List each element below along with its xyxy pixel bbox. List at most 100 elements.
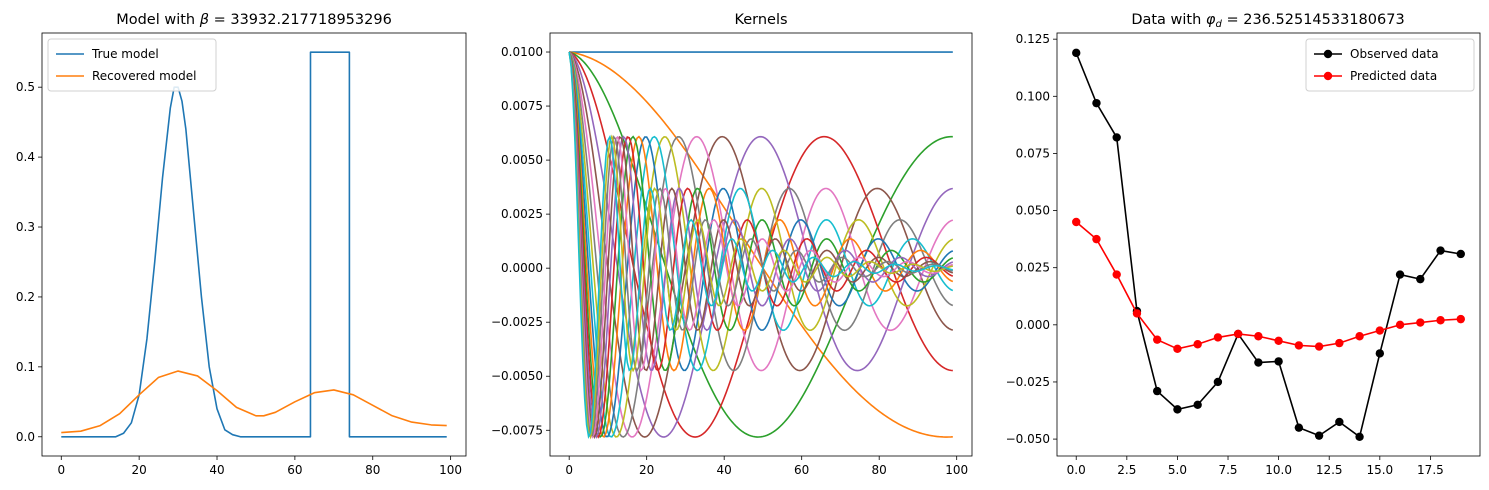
x-tick-label: 2.5: [1117, 463, 1136, 477]
x-tick-label: 0: [565, 463, 573, 477]
x-tick-label: 5.0: [1168, 463, 1187, 477]
observed-data-point: [1456, 249, 1465, 259]
data-panel-title: Data with φd = 236.52514533180673: [1131, 12, 1404, 30]
predicted-data-point: [1456, 314, 1465, 324]
observed-data-point: [1355, 432, 1364, 442]
x-tick-label: 40: [717, 463, 732, 477]
kernel-line: [568, 51, 954, 439]
x-tick-label: 40: [209, 463, 224, 477]
data-legend: Observed data Predicted data: [1305, 38, 1475, 92]
y-tick-label: 0.4: [16, 150, 35, 164]
model-legend: True model Recovered model: [47, 38, 217, 92]
legend-label: True model: [91, 47, 159, 61]
kernels-panel: Kernels 0 20 40 60 80 100 −0.0075 −0.0050 −0.002…: [491, 12, 973, 477]
predicted-data-point: [1233, 329, 1243, 339]
y-tick-label: 0.000: [1016, 318, 1050, 332]
predicted-data-point: [1092, 234, 1101, 244]
y-tick-label: 0.3: [16, 220, 35, 234]
kernel-line: [568, 51, 954, 438]
predicted-data-point: [1213, 333, 1223, 342]
x-tick-label: 80: [365, 463, 380, 477]
y-tick-label: 0.100: [1016, 89, 1050, 103]
model-panel: Model with β = 33932.217718953296 0 20 40 6…: [16, 12, 467, 477]
y-tick-label: 0.0075: [501, 99, 543, 113]
predicted-data-point: [1254, 332, 1263, 341]
y-tick-label: 0.0: [16, 430, 35, 444]
predicted-data-point: [1112, 270, 1121, 279]
y-tick-label: 0.075: [1016, 146, 1050, 160]
kernel-line: [569, 51, 953, 438]
kernel-line: [568, 51, 953, 438]
observed-data-point: [1092, 98, 1101, 108]
predicted-data-point: [1132, 309, 1142, 318]
kernels-panel-frame: [549, 32, 973, 457]
observed-data-point: [1213, 377, 1223, 387]
kernels-panel-series: [568, 51, 954, 440]
y-tick-label: 0.1: [16, 360, 35, 374]
predicted-data-point: [1335, 338, 1344, 348]
legend-label: Observed data: [1350, 47, 1439, 61]
data-panel: Data with φd = 236.52514533180673 0.0 2.5…: [1006, 12, 1481, 477]
observed-data-point: [1274, 357, 1283, 366]
observed-data-point: [1375, 349, 1385, 358]
y-tick-label: −0.0075: [491, 423, 543, 437]
y-tick-label: 0.050: [1016, 204, 1050, 218]
data-panel-series: [1072, 48, 1465, 442]
observed-data-point: [1395, 270, 1405, 279]
x-tick-label: 10.0: [1265, 463, 1292, 477]
y-tick-label: 0.0050: [501, 153, 543, 167]
y-tick-label: 0.025: [1016, 261, 1050, 275]
x-tick-label: 60: [287, 463, 302, 477]
model-panel-frame: [41, 32, 467, 457]
observed-data-point: [1072, 48, 1081, 58]
predicted-data-point: [1274, 336, 1283, 346]
observed-data-point: [1152, 386, 1162, 396]
predicted-data-point: [1416, 318, 1425, 327]
predicted-data-point: [1193, 340, 1202, 349]
y-tick-label: 0.125: [1016, 32, 1050, 46]
kernel-line: [568, 51, 954, 439]
observed-data-point: [1173, 405, 1182, 414]
x-tick-label: 7.5: [1218, 463, 1237, 477]
x-tick-label: 20: [639, 463, 654, 477]
data-panel-frame: [1056, 32, 1481, 457]
predicted-data-point: [1152, 335, 1162, 344]
observed-data-line: [1075, 52, 1461, 439]
predicted-data-point: [1173, 344, 1182, 354]
x-tick-label: 100: [945, 463, 968, 477]
legend-marker: [1323, 71, 1333, 81]
model-panel-title: Model with β = 33932.217718953296: [116, 12, 392, 28]
observed-data-point: [1416, 274, 1425, 284]
x-tick-label: 12.5: [1316, 463, 1343, 477]
legend-marker: [1323, 49, 1333, 59]
observed-data-point: [1436, 246, 1445, 255]
kernels-panel-title: Kernels: [734, 12, 787, 28]
legend-box: [1305, 38, 1475, 92]
y-tick-label: 0.0000: [501, 261, 543, 275]
legend-label: Recovered model: [92, 69, 196, 83]
predicted-data-point: [1355, 332, 1364, 341]
x-tick-label: 17.5: [1417, 463, 1444, 477]
x-tick-label: 100: [439, 463, 462, 477]
observed-data-point: [1254, 358, 1263, 367]
predicted-data-point: [1314, 342, 1324, 351]
legend-label: Predicted data: [1350, 69, 1437, 83]
y-tick-label: −0.050: [1006, 432, 1050, 446]
kernel-line: [568, 51, 953, 440]
x-tick-label: 15.0: [1366, 463, 1393, 477]
y-tick-label: 0.0025: [501, 207, 543, 221]
x-tick-label: 0: [57, 463, 65, 477]
predicted-data-point: [1395, 320, 1405, 330]
y-tick-label: −0.025: [1006, 375, 1050, 389]
model-panel-ticks: 0 20 40 60 80 100 0.0 0.1 0.2 0.3 0.4 0.5: [16, 80, 462, 477]
predicted-data-point: [1294, 341, 1304, 350]
observed-data-point: [1314, 431, 1324, 440]
observed-data-point: [1294, 423, 1304, 432]
x-tick-label: 80: [872, 463, 887, 477]
y-tick-label: 0.2: [16, 290, 35, 304]
kernels-panel-ticks: 0 20 40 60 80 100 −0.0075 −0.0050 −0.0025 0.0000 0…: [491, 45, 968, 477]
predicted-data-point: [1436, 316, 1445, 325]
observed-data-point: [1112, 133, 1121, 142]
legend-box: [47, 38, 217, 92]
